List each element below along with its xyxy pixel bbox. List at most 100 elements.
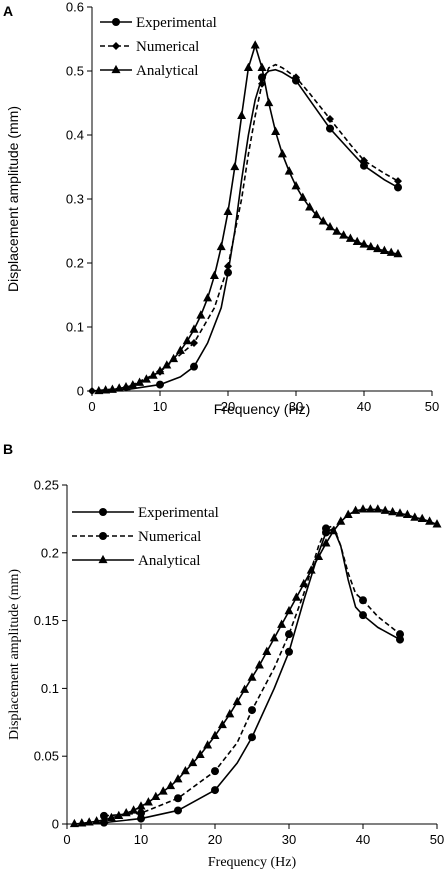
data-point-numerical [137,809,145,818]
x-tick-label: 20 [208,832,222,847]
y-tick-label: 0 [77,384,84,399]
data-point-analytical [158,786,168,795]
data-point-analytical [388,506,398,516]
data-point-analytical [189,324,199,333]
data-point-experimental [360,161,368,170]
data-point-numerical [190,339,198,347]
series-line-analytical [74,508,438,825]
data-point-numerical [211,767,219,776]
data-point-analytical [114,810,124,820]
data-point-analytical [402,509,412,518]
data-point-analytical [351,505,361,514]
data-point-analytical [277,149,287,158]
data-point-experimental [190,362,198,371]
data-point-analytical [216,241,226,251]
y-tick-label: 0.3 [66,192,84,207]
data-point-analytical [69,818,79,828]
data-point-analytical [143,797,153,806]
data-point-analytical [318,216,328,225]
data-point-analytical [257,62,267,71]
legend-marker-analytical [111,64,121,74]
data-point-analytical [247,672,257,681]
data-point-numerical [224,262,232,271]
data-point-analytical [136,801,146,810]
data-point-analytical [365,504,375,513]
data-point-numerical [88,387,96,395]
data-point-analytical [254,660,264,669]
data-point-analytical [393,248,403,258]
data-point-analytical [155,365,165,375]
data-point-analytical [195,749,205,758]
axes-a: 0 0.1 0.2 0.3 0.4 0.5 0.6 0 10 20 30 40 50 [66,0,439,414]
data-point-experimental [211,786,219,795]
x-tick-label: 10 [153,399,167,414]
data-point-analytical [169,353,179,363]
y-tick-label: 0.25 [34,478,59,493]
data-point-analytical [166,780,176,790]
legend-label-numerical: Numerical [136,39,199,55]
x-tick-label: 50 [430,832,444,847]
data-point-analytical [298,192,308,201]
chart-a: A 0 0.1 0.2 0.3 0.4 0.5 0.6 0 10 20 30 40 50 Experim… [3,0,439,417]
data-point-analytical [121,381,131,391]
y-tick-label: 0.2 [66,256,84,271]
y-tick-label: 0.2 [41,545,59,560]
data-point-analytical [277,619,287,628]
x-tick-label: 30 [289,399,303,414]
data-point-analytical [99,814,109,824]
data-point-analytical [271,126,281,135]
data-point-analytical [237,110,247,119]
data-point-analytical [380,505,390,514]
x-tick-label: 0 [88,399,95,414]
data-point-analytical [305,202,315,211]
data-point-experimental [174,806,182,815]
data-point-analytical [291,181,301,190]
data-point-analytical [373,504,383,513]
x-axis-title-a: Frequency (Hz) [214,401,310,417]
data-point-analytical [101,385,111,394]
data-point-analytical [328,525,338,535]
data-point-analytical [352,236,362,246]
data-point-analytical [128,380,138,389]
legend-label-analytical: Analytical [136,63,198,79]
data-point-numerical [394,177,402,186]
legend-label-experimental: Experimental [138,505,219,521]
data-point-analytical [291,592,301,601]
data-point-analytical [129,805,139,814]
data-point-analytical [151,791,161,801]
data-point-analytical [180,765,190,775]
data-point-analytical [203,740,213,749]
data-point-numerical [322,524,330,533]
data-point-analytical [94,385,104,395]
data-point-analytical [386,247,396,256]
data-point-analytical [314,551,324,561]
data-point-analytical [107,384,117,393]
data-point-analytical [425,516,435,525]
data-point-analytical [240,684,250,693]
legend-marker-experimental [99,508,107,516]
legend-label-experimental: Experimental [136,15,217,31]
data-point-analytical [264,97,274,107]
data-point-analytical [379,245,389,254]
data-point-analytical [339,230,349,239]
panel-label-b: B [3,441,13,457]
data-point-analytical [148,370,158,379]
x-tick-label: 10 [134,832,148,847]
data-point-analytical [188,757,198,767]
data-point-numerical [396,630,404,639]
data-point-analytical [210,730,220,740]
plot-area-b [69,504,442,828]
data-point-analytical [92,816,102,825]
data-point-analytical [243,62,253,71]
data-point-analytical [84,817,94,826]
data-point-analytical [343,509,353,518]
data-point-analytical [306,565,316,574]
axes-b: 0 0.05 0.1 0.15 0.2 0.25 0 10 20 30 40 50 [34,478,445,848]
data-point-analytical [162,360,172,369]
y-tick-label: 0.15 [34,613,59,628]
data-point-analytical [284,605,294,615]
data-point-numerical [360,156,368,165]
data-point-analytical [114,383,124,392]
y-tick-label: 0.1 [66,320,84,335]
data-point-analytical [410,512,420,521]
